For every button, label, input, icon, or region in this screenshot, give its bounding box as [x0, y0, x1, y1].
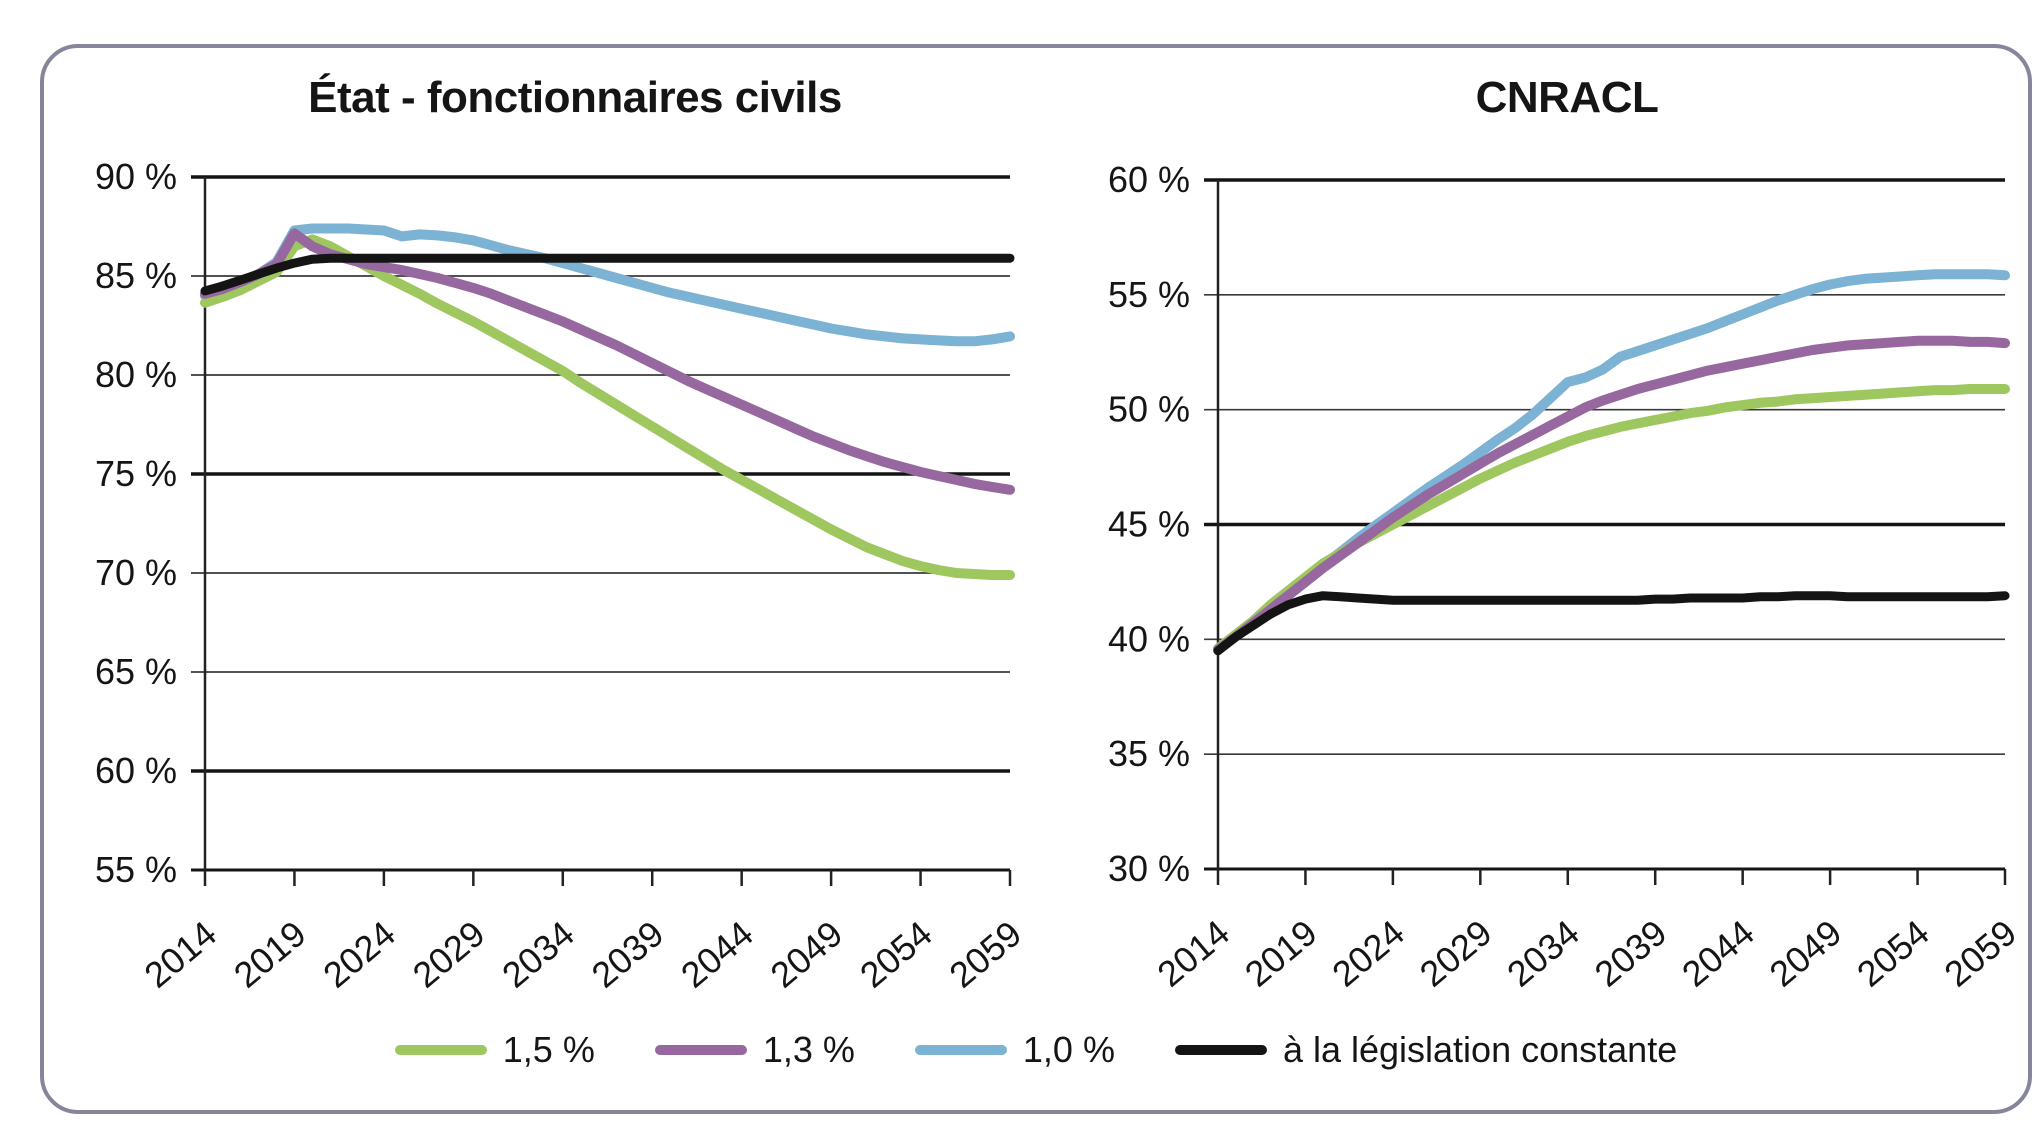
x-tick-label: 2024 — [315, 913, 403, 996]
chart-cnracl: CNRACL 60 %55 %50 %45 %40 %35 %30 %2014 2… — [1108, 73, 2024, 995]
legend-swatch — [914, 1045, 1007, 1055]
x-tick-label: 2059 — [1936, 912, 2024, 995]
chart-legend: 1,5 % 1,3 % 1,0 % à la législation constant… — [40, 1018, 2032, 1082]
series-line-2 — [200, 223, 1015, 347]
y-tick-label: 45 % — [1108, 504, 1190, 545]
x-tick-label: 2019 — [226, 913, 314, 996]
chart-title-left: État - fonctionnaires civils — [308, 72, 842, 122]
legend-item: 1,3 % — [654, 1029, 855, 1071]
x-tick-label: 2054 — [1849, 912, 1937, 995]
x-tick-label: 2044 — [1674, 912, 1762, 995]
chart-title-right: CNRACL — [1476, 73, 1659, 122]
x-tick-label: 2034 — [1499, 912, 1587, 995]
chart-etat-fonctionnaires-civils: État - fonctionnaires civils 90 % 85 % 80 … — [95, 72, 1029, 996]
x-tick-label: 2014 — [136, 913, 224, 996]
legend-item: à la législation constante — [1174, 1029, 1678, 1071]
y-tick-label: 40 % — [1108, 618, 1190, 659]
figure-panel — [40, 44, 2032, 1114]
legend-item: 1,5 % — [394, 1029, 595, 1071]
y-tick-label: 80 % — [95, 354, 177, 395]
series-line-3 — [1213, 591, 2010, 656]
legend-label: à la législation constante — [1282, 1029, 1678, 1070]
legend-label: 1,5 % — [502, 1029, 595, 1070]
y-tick-label: 75 % — [95, 453, 177, 494]
y-tick-label: 60 % — [95, 750, 177, 791]
y-tick-label: 90 % — [95, 156, 177, 197]
legend-item: 1,0 % — [914, 1029, 1115, 1071]
y-tick-label: 85 % — [95, 255, 177, 296]
y-tick-label: 35 % — [1108, 733, 1190, 774]
y-tick-label: 50 % — [1108, 389, 1190, 430]
legend-label: 1,3 % — [762, 1029, 855, 1070]
y-tick-label: 65 % — [95, 651, 177, 692]
y-tick-label: 30 % — [1108, 848, 1190, 889]
y-tick-label: 70 % — [95, 552, 177, 593]
legend-swatch — [1174, 1045, 1267, 1055]
x-tick-label: 2039 — [584, 913, 672, 996]
x-tick-label: 2054 — [852, 913, 940, 996]
x-tick-label: 2029 — [1412, 912, 1500, 995]
series-line-0 — [1213, 384, 2010, 654]
x-tick-label: 2024 — [1324, 912, 1412, 995]
x-tick-label: 2059 — [941, 913, 1029, 996]
series-line-1 — [1213, 335, 2010, 655]
x-tick-label: 2029 — [405, 913, 493, 996]
x-tick-label: 2049 — [1762, 912, 1850, 995]
x-tick-label: 2014 — [1149, 912, 1237, 995]
x-tick-label: 2019 — [1237, 912, 1325, 995]
x-tick-label: 2044 — [673, 913, 761, 996]
x-tick-label: 2039 — [1587, 912, 1675, 995]
y-tick-label: 55 % — [95, 849, 177, 890]
y-tick-label: 55 % — [1108, 274, 1190, 315]
x-tick-label: 2034 — [494, 913, 582, 996]
series-line-3 — [200, 253, 1015, 296]
series-line-0 — [200, 234, 1015, 580]
legend-swatch — [394, 1045, 487, 1055]
legend-label: 1,0 % — [1022, 1029, 1115, 1070]
legend-swatch — [654, 1045, 747, 1055]
y-tick-label: 60 % — [1108, 159, 1190, 200]
x-tick-label: 2049 — [763, 913, 851, 996]
